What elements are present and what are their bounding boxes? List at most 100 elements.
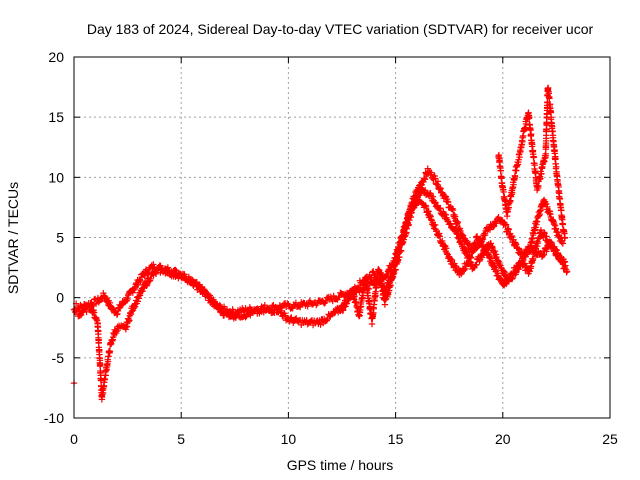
data-point (405, 212, 412, 220)
data-point (477, 238, 484, 245)
data-point (531, 161, 538, 169)
data-point (135, 295, 143, 302)
data-point (493, 266, 500, 274)
data-point (422, 187, 429, 194)
x-tick-label: 25 (602, 431, 618, 447)
y-tick-labels: -10 -5 0 5 10 15 20 (44, 49, 64, 426)
data-point (526, 114, 533, 121)
data-point (269, 302, 276, 310)
data-point (531, 250, 538, 257)
data-point (543, 200, 550, 208)
data-point (295, 303, 303, 310)
data-point (502, 221, 510, 228)
data-point (429, 193, 437, 200)
x-tick-label: 10 (281, 431, 297, 447)
grid-lines (74, 57, 610, 418)
data-point (272, 304, 279, 311)
data-point (276, 306, 283, 313)
data-point (425, 208, 432, 215)
data-point (400, 229, 407, 236)
data-point (529, 255, 537, 263)
data-point (510, 181, 517, 188)
data-point (454, 219, 461, 226)
x-tick-label: 5 (177, 431, 185, 447)
data-point (330, 292, 337, 300)
data-point (217, 304, 225, 312)
data-point (478, 238, 485, 246)
data-point (408, 207, 415, 214)
x-tick-label: 15 (388, 431, 404, 447)
data-point (304, 302, 311, 310)
data-point (514, 264, 522, 272)
data-point (387, 282, 394, 289)
data-point (461, 266, 468, 274)
data-point (85, 302, 92, 309)
x-tick-label: 20 (495, 431, 511, 447)
data-point (501, 269, 509, 277)
data-point (561, 234, 569, 241)
data-point (323, 317, 331, 324)
data-point (181, 271, 188, 278)
data-point (485, 225, 492, 233)
data-point (164, 264, 172, 271)
data-point (324, 315, 331, 323)
data-point (539, 252, 546, 259)
data-point (196, 284, 203, 291)
data-point (355, 284, 363, 291)
data-point (150, 261, 157, 268)
data-point (112, 328, 119, 335)
y-tick-label: 20 (48, 49, 64, 65)
data-point (284, 300, 291, 307)
axis-ticks (73, 56, 611, 419)
data-point (559, 240, 567, 247)
data-point (408, 206, 416, 213)
data-point (473, 261, 480, 268)
data-point (546, 95, 553, 102)
data-point (529, 141, 536, 148)
data-point (397, 241, 404, 248)
data-point (527, 130, 535, 138)
data-point (537, 175, 544, 182)
data-point (442, 211, 450, 219)
data-point (541, 229, 548, 237)
data-point (288, 314, 295, 321)
data-point (127, 310, 135, 318)
y-axis-label: SDTVAR / TECUs (5, 182, 21, 294)
data-point (522, 253, 529, 260)
data-point (339, 307, 347, 314)
data-point (169, 270, 176, 278)
data-point (508, 232, 516, 240)
data-point (172, 266, 179, 274)
data-point (529, 235, 536, 242)
data-point (228, 309, 236, 317)
x-tick-label: 0 (70, 431, 78, 447)
data-point (540, 229, 548, 236)
data-point (106, 348, 114, 355)
y-tick-label: -5 (52, 350, 65, 366)
data-point (421, 176, 429, 183)
data-point (447, 220, 454, 228)
y-tick-label: 10 (48, 169, 64, 185)
y-tick-label: 5 (56, 230, 64, 246)
data-point (540, 251, 548, 259)
y-tick-label: 0 (56, 290, 64, 306)
data-points (70, 84, 571, 403)
data-point (563, 267, 571, 275)
x-tick-labels: 0 5 10 15 20 25 (70, 431, 618, 447)
data-point (351, 293, 358, 300)
data-point (242, 313, 249, 321)
data-point (376, 270, 384, 278)
data-point (88, 303, 95, 310)
data-point (383, 271, 390, 279)
data-point (205, 294, 213, 301)
data-point (466, 240, 474, 248)
data-point (366, 298, 373, 306)
data-point (514, 245, 522, 252)
data-point (428, 169, 435, 176)
data-point (543, 233, 550, 240)
data-point (71, 308, 79, 316)
y-tick-label: -10 (44, 410, 64, 426)
data-point (503, 280, 510, 288)
data-point (457, 270, 465, 278)
